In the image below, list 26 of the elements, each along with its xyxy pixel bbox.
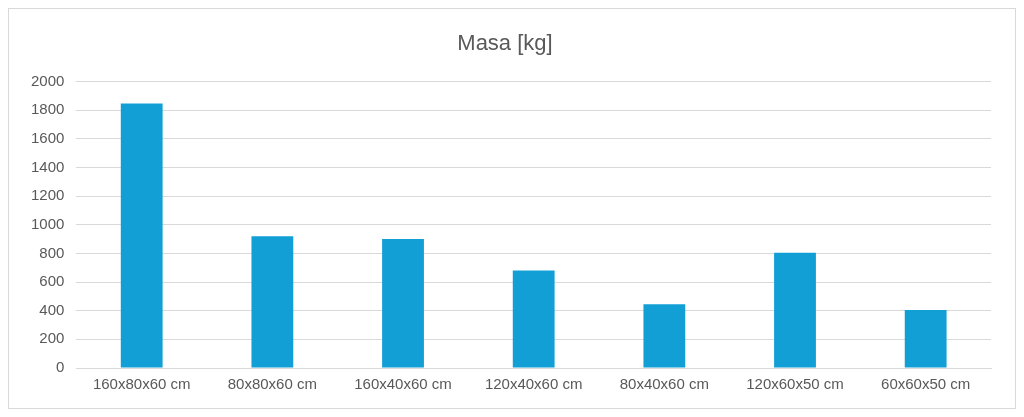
x-tick-label: 80x40x60 cm	[619, 375, 709, 393]
bar	[643, 304, 686, 368]
bar	[120, 103, 163, 368]
bar	[904, 309, 947, 368]
bar	[774, 252, 816, 368]
y-tick-label: 1000	[30, 214, 65, 232]
y-tick-label: 400	[39, 300, 65, 318]
y-tick-label: 200	[39, 329, 65, 347]
bar	[512, 270, 555, 368]
x-tick-label: 160x40x60 cm	[354, 375, 452, 393]
x-tick-label: 80x80x60 cm	[227, 375, 317, 393]
x-tick-label: 60x60x50 cm	[881, 375, 971, 393]
x-tick-label: 120x40x60 cm	[484, 375, 583, 393]
bar	[382, 239, 424, 368]
chart-title: Masa [kg]	[457, 30, 553, 56]
bar	[251, 236, 294, 368]
y-tick-label: 1200	[30, 186, 65, 204]
y-tick-label: 1600	[30, 128, 65, 146]
y-tick-label: 1800	[30, 100, 65, 118]
x-tick-label: 120x60x50 cm	[746, 375, 844, 393]
x-tick-label: 160x80x60 cm	[92, 375, 191, 393]
y-tick-label: 800	[39, 243, 65, 261]
y-tick-label: 1400	[30, 157, 65, 175]
y-tick-label: 600	[39, 272, 65, 290]
y-tick-label: 0	[56, 358, 65, 376]
y-tick-label: 2000	[30, 71, 65, 89]
